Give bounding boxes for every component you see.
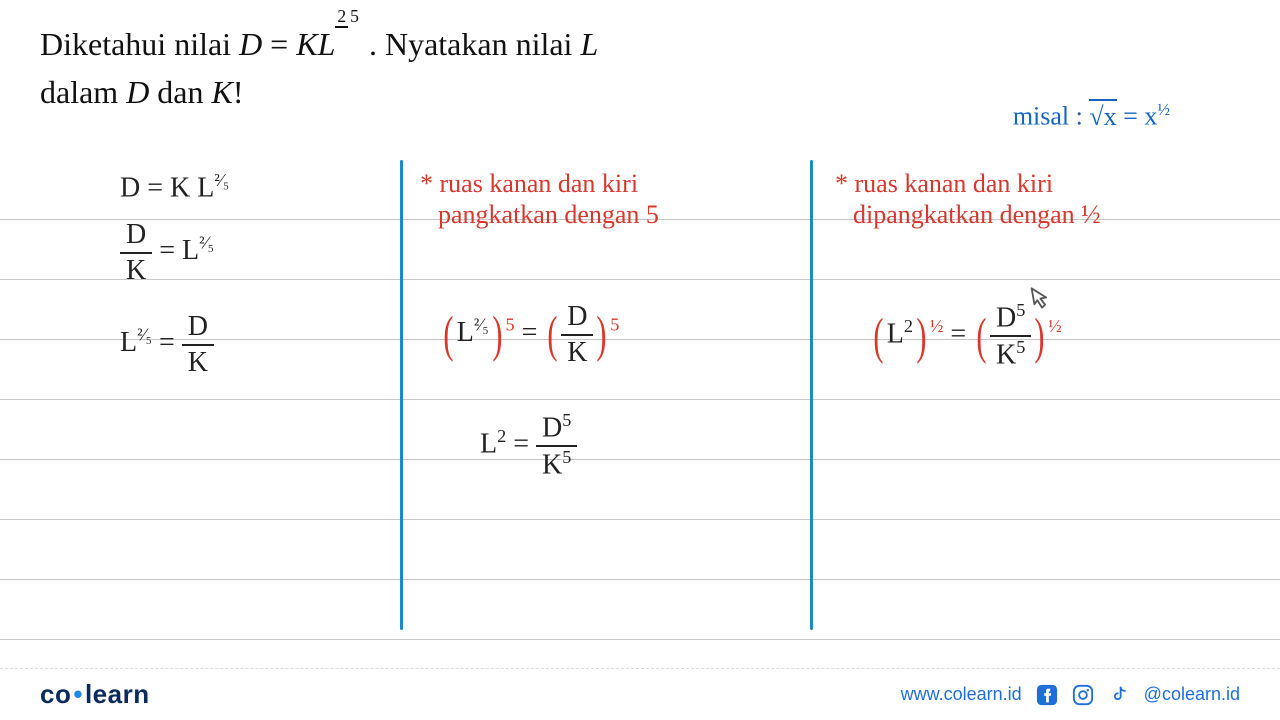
col2-eq1: (L²⁄₅)5 = (DK)5 (440, 300, 619, 369)
hint-eq: = x (1123, 102, 1157, 131)
var-K: K (212, 74, 233, 110)
tiktok-icon[interactable] (1108, 684, 1130, 706)
problem-text-2: . Nyatakan nilai (361, 26, 580, 62)
col2-eq2: L2 = D5K5 (480, 410, 577, 482)
facebook-icon[interactable] (1036, 684, 1058, 706)
logo-dot: • (73, 679, 83, 709)
page: Diketahui nilai D = KL25 . Nyatakan nila… (0, 0, 1280, 720)
col3-note: * ruas kanan dan kiri dipangkatkan denga… (835, 168, 1101, 230)
col1-line1: D = K L²⁄₅ (120, 170, 229, 205)
footer-right: www.colearn.id @colearn.id (901, 684, 1240, 706)
divider-2 (810, 160, 813, 630)
problem-text-3: dalam (40, 74, 126, 110)
footer-url[interactable]: www.colearn.id (901, 684, 1022, 705)
logo-learn: learn (85, 679, 150, 709)
footer: co•learn www.colearn.id @colearn.id (0, 668, 1280, 720)
var-KL: KL (296, 26, 335, 62)
col1-line3: L²⁄₅ = DK (120, 310, 214, 379)
eq-sign: = (262, 26, 296, 62)
logo-co: co (40, 679, 71, 709)
col2-note: * ruas kanan dan kiri pangkatkan dengan … (420, 168, 659, 230)
hint-note: misal : √x = x½ (1013, 100, 1170, 132)
var-L: L (580, 26, 598, 62)
var-D: D (239, 26, 262, 62)
problem-and: dan (149, 74, 211, 110)
hint-half: ½ (1157, 100, 1170, 119)
problem-bang: ! (233, 74, 244, 110)
fraction-exponent: 25 (335, 9, 361, 25)
col1-line2: DK = L²⁄₅ (120, 218, 214, 287)
instagram-icon[interactable] (1072, 684, 1094, 706)
hint-label: misal : (1013, 102, 1083, 131)
pointer-cursor-icon (1022, 283, 1056, 324)
brand-logo: co•learn (40, 679, 150, 710)
divider-1 (400, 160, 403, 630)
problem-text-1: Diketahui nilai (40, 26, 239, 62)
worksheet-area: D = K L²⁄₅ DK = L²⁄₅ L²⁄₅ = DK * ruas ka… (0, 160, 1280, 660)
var-D2: D (126, 74, 149, 110)
footer-handle[interactable]: @colearn.id (1144, 684, 1240, 705)
hint-sqrt: √x (1089, 99, 1116, 131)
